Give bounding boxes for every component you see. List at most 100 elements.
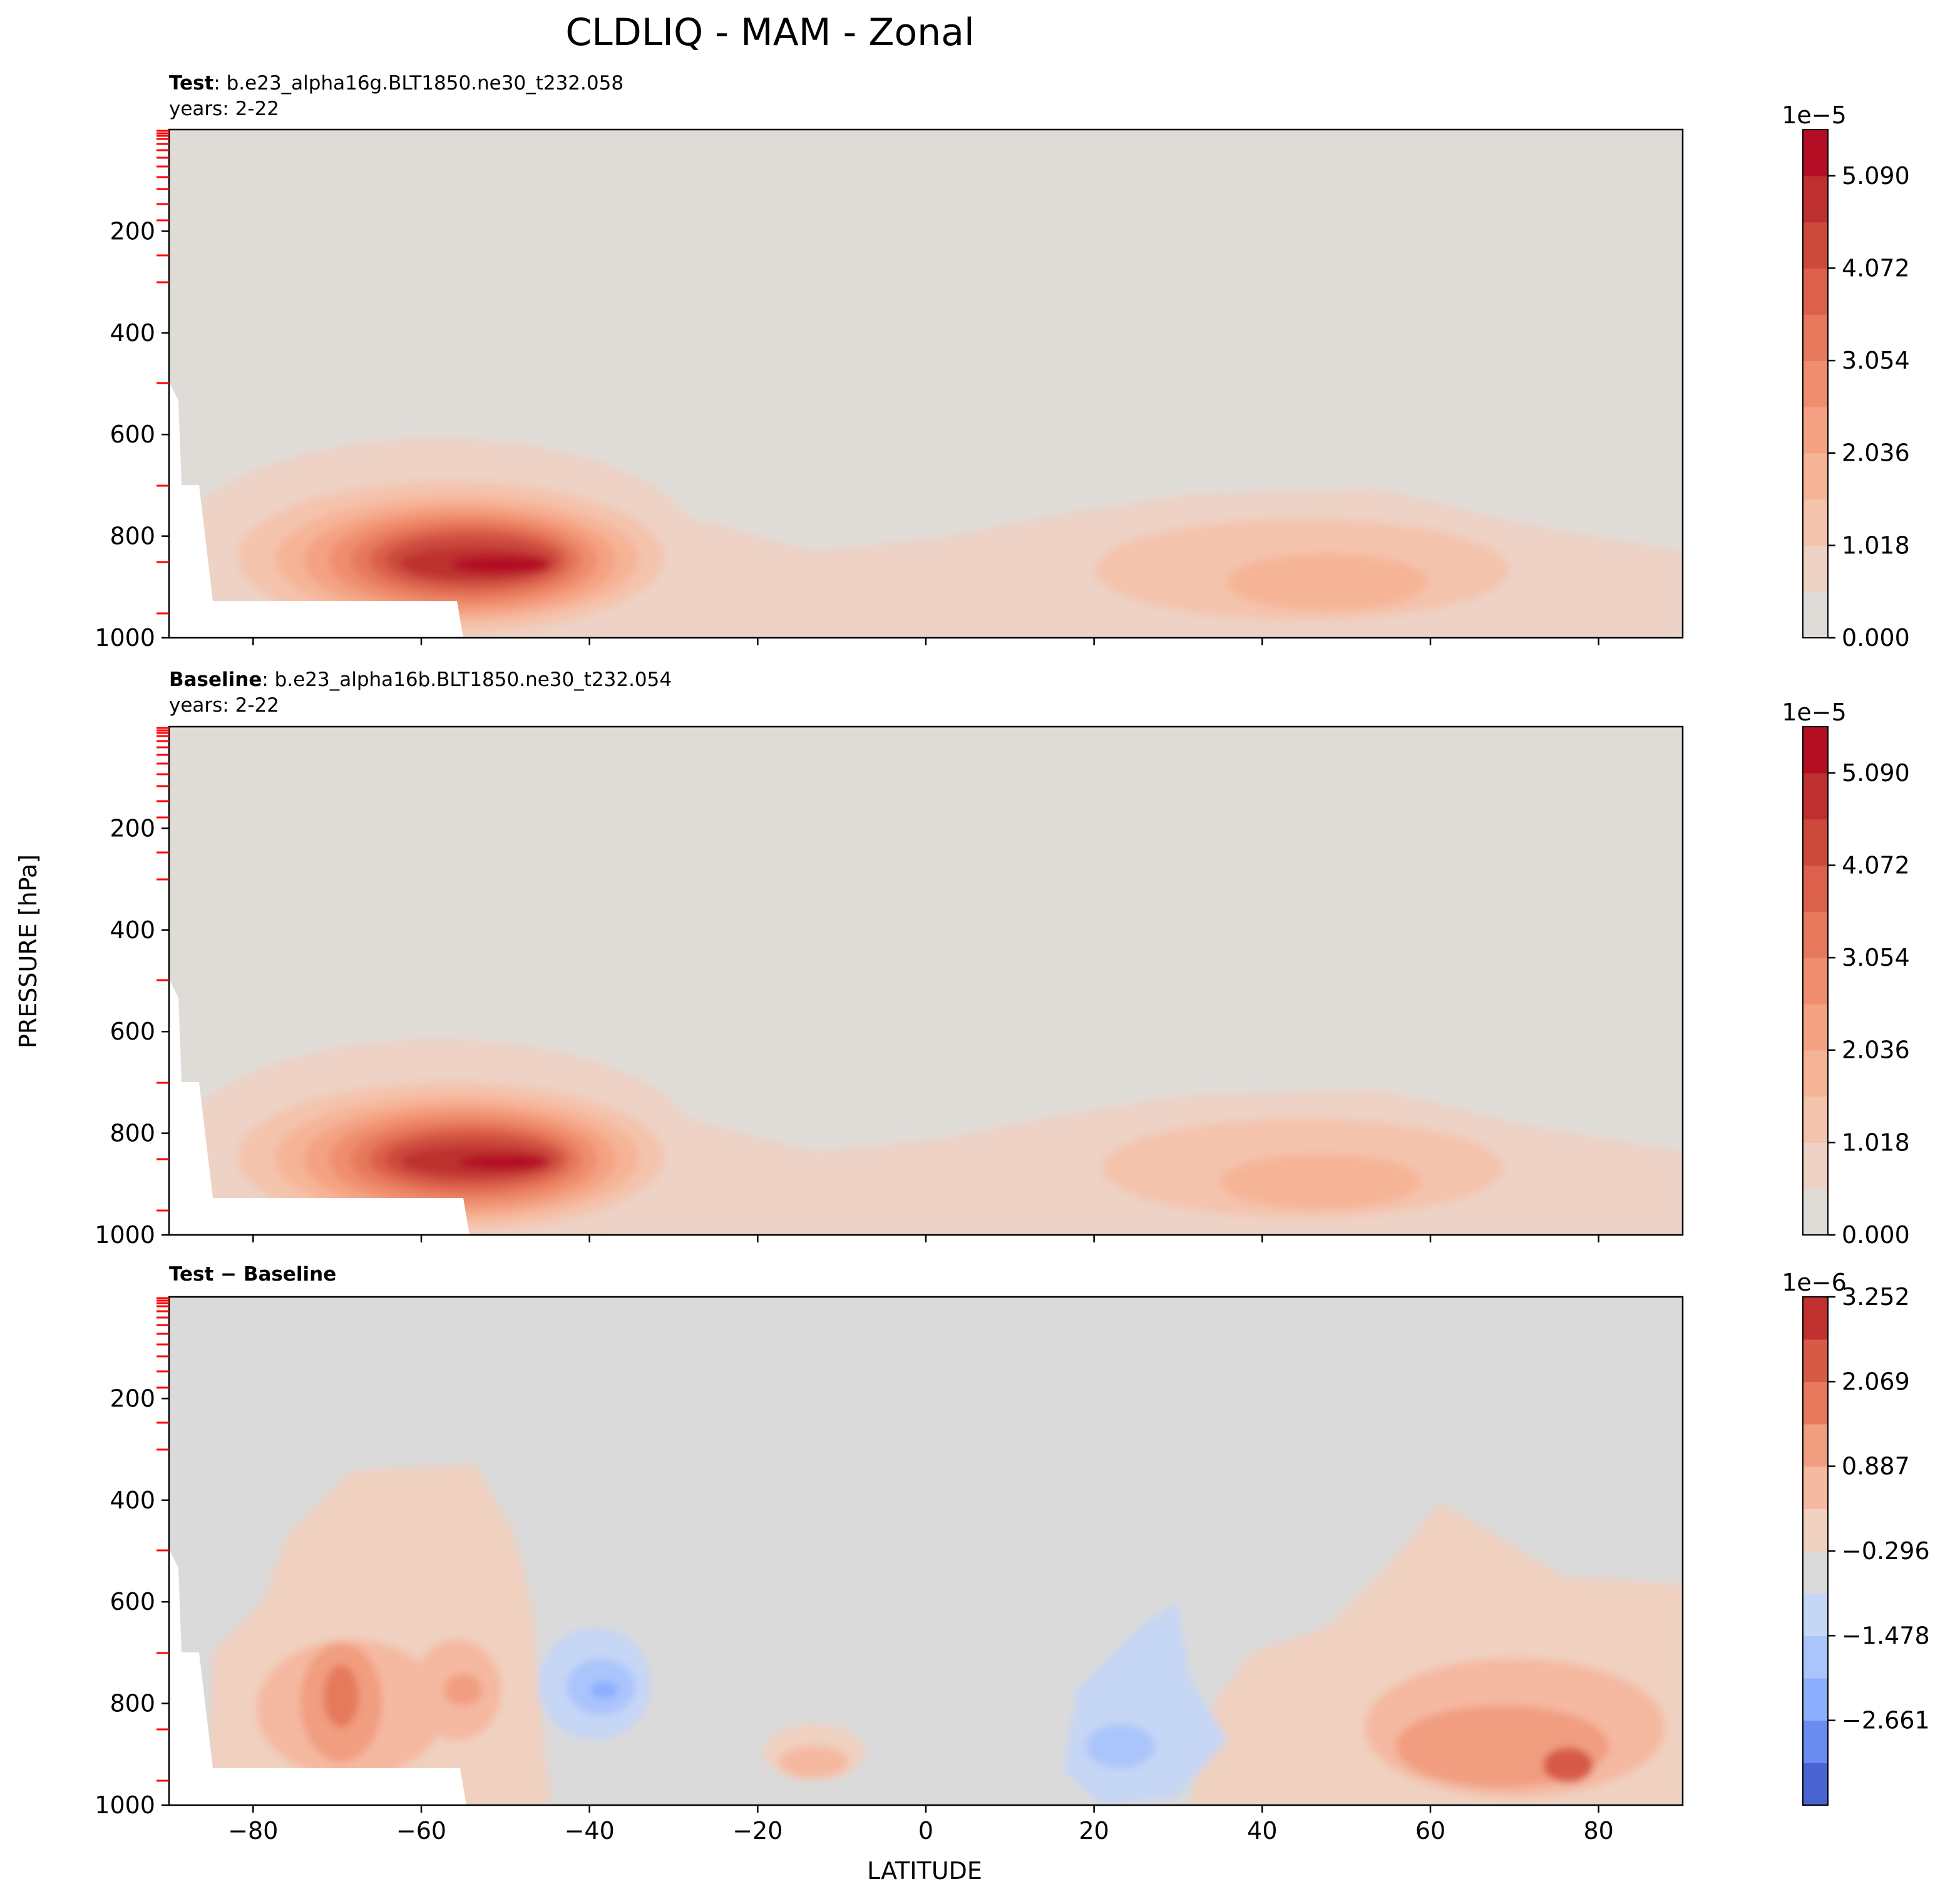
colorbar-level: [1803, 1096, 1828, 1143]
colorbar-tick-label: 1.018: [1842, 531, 1910, 559]
y-tick-label: 400: [110, 1487, 155, 1514]
colorbar-level: [1803, 1050, 1828, 1097]
contour-negative-3: [590, 1681, 618, 1699]
colorbar-tick-label: 4.072: [1842, 851, 1910, 879]
y-axis-label: PRESSURE [hPa]: [14, 854, 42, 1048]
colorbar-level: [1803, 545, 1828, 592]
y-tick-label: 800: [110, 1690, 155, 1717]
y-tick-label: 600: [110, 1588, 155, 1615]
contour-plot: [169, 727, 1683, 1235]
panel-test: Test: b.e23_alpha16g.BLT1850.ne30_t232.0…: [95, 72, 1910, 652]
contour-positive-3: [444, 1674, 482, 1706]
colorbar-tick-label: 1.018: [1842, 1129, 1910, 1156]
y-tick-label: 400: [110, 319, 155, 347]
x-tick-label: 40: [1247, 1817, 1277, 1845]
contour-positive-2: [779, 1746, 848, 1778]
contour-fills: [175, 1039, 1683, 1235]
x-axis-label: LATITUDE: [867, 1857, 982, 1885]
colorbar-level: [1803, 727, 1828, 774]
colorbar-level: [1803, 499, 1828, 546]
colorbar-exponent: 1e−6: [1782, 1269, 1847, 1296]
colorbar-level: [1803, 911, 1828, 958]
contour-negative-2: [1086, 1724, 1155, 1768]
colorbar-tick-label: 0.887: [1842, 1453, 1910, 1480]
contour-positive-4: [1543, 1748, 1593, 1783]
contour-level-3: [1227, 554, 1427, 610]
colorbar-tick-label: 2.036: [1842, 1037, 1910, 1064]
colorbar-level: [1803, 361, 1828, 407]
x-axis: −80 −60 −40 −20 0 20 40 60 80: [228, 1805, 1614, 1845]
colorbar: 0.000 1.018 2.036 3.054 4.072 5.090 1e−5: [1782, 101, 1910, 652]
contour-fills: [175, 438, 1683, 638]
colorbar-level: [1803, 865, 1828, 912]
colorbar-tick-label: 2.069: [1842, 1368, 1910, 1395]
y-tick-label: 600: [110, 1018, 155, 1045]
colorbar-tick-label: 5.090: [1842, 759, 1910, 787]
pressure-level-ticks: [156, 1297, 169, 1782]
colorbar-level: [1803, 1635, 1828, 1679]
missing-data-mask: [169, 382, 463, 638]
figure-title: CLDLIQ - MAM - Zonal: [565, 11, 974, 54]
x-tick-label: 60: [1415, 1817, 1445, 1845]
colorbar-level: [1803, 1339, 1828, 1382]
panel-title: Test: b.e23_alpha16g.BLT1850.ne30_t232.0…: [169, 72, 623, 95]
pressure-level-ticks: [156, 727, 169, 1212]
x-tick-label: −80: [228, 1817, 278, 1845]
y-tick-label: 400: [110, 916, 155, 944]
y-tick-label: 200: [110, 217, 155, 245]
panel-years: years: 2-22: [169, 694, 279, 717]
colorbar-tick-label: 3.054: [1842, 347, 1910, 374]
colorbar-level: [1803, 819, 1828, 866]
contour-plot: [169, 130, 1683, 638]
colorbar-tick-label: 5.090: [1842, 162, 1910, 190]
y-tick-label: 1000: [95, 624, 155, 652]
colorbar-tick-label: −0.296: [1842, 1537, 1930, 1565]
x-axis: [252, 1235, 1599, 1242]
colorbar-level: [1803, 1189, 1828, 1236]
colorbar-tick-label: 0.000: [1842, 1221, 1910, 1249]
y-tick-label: 1000: [95, 1791, 155, 1819]
colorbar-level: [1803, 1466, 1828, 1509]
colorbar-tick-label: 2.036: [1842, 439, 1910, 467]
missing-data-mask: [169, 1549, 466, 1805]
colorbar-level: [1803, 1003, 1828, 1051]
colorbar-frame: [1802, 726, 1829, 1236]
contour-level-10: [451, 556, 551, 573]
panel-difference: Test − Baseline: [95, 1263, 1929, 1845]
pressure-level-ticks: [156, 130, 169, 615]
y-tick-label: 800: [110, 1120, 155, 1147]
missing-data-mask: [169, 979, 469, 1235]
contour-level-10: [459, 1155, 549, 1170]
colorbar-level: [1803, 1297, 1828, 1340]
y-axis: 200 400 600 800 1000: [95, 814, 169, 1249]
colorbar-level: [1803, 772, 1828, 820]
colorbar: 0.000 1.018 2.036 3.054 4.072 5.090 1e−5: [1782, 699, 1910, 1249]
x-axis: [252, 638, 1599, 645]
colorbar-level: [1803, 406, 1828, 454]
x-tick-label: −60: [396, 1817, 446, 1845]
y-tick-label: 800: [110, 523, 155, 550]
contour-level-3: [1221, 1154, 1421, 1209]
y-tick-label: 200: [110, 1385, 155, 1412]
colorbar-tick-label: 4.072: [1842, 254, 1910, 282]
x-tick-label: 0: [918, 1817, 933, 1845]
colorbar-level: [1803, 1720, 1828, 1763]
colorbar-tick-label: 0.000: [1842, 624, 1910, 652]
colorbar-tick-label: −2.661: [1842, 1707, 1930, 1734]
colorbar-level: [1803, 1424, 1828, 1467]
colorbar-level: [1803, 958, 1828, 1005]
y-axis: 200 400 600 800 1000: [95, 1385, 169, 1819]
y-tick-label: 600: [110, 421, 155, 448]
colorbar-level: [1803, 1593, 1828, 1636]
colorbar-level: [1803, 1763, 1828, 1806]
y-axis: 200 400 600 800 1000: [95, 217, 169, 652]
x-tick-label: −40: [565, 1817, 615, 1845]
y-tick-label: 1000: [95, 1221, 155, 1249]
contour-positive-4: [324, 1665, 359, 1728]
colorbar-frame: [1802, 129, 1829, 638]
x-tick-label: 20: [1079, 1817, 1109, 1845]
panel-title: Test − Baseline: [169, 1263, 336, 1286]
panel-title: Baseline: b.e23_alpha16b.BLT1850.ne30_t2…: [169, 668, 672, 691]
colorbar-level: [1803, 268, 1828, 315]
